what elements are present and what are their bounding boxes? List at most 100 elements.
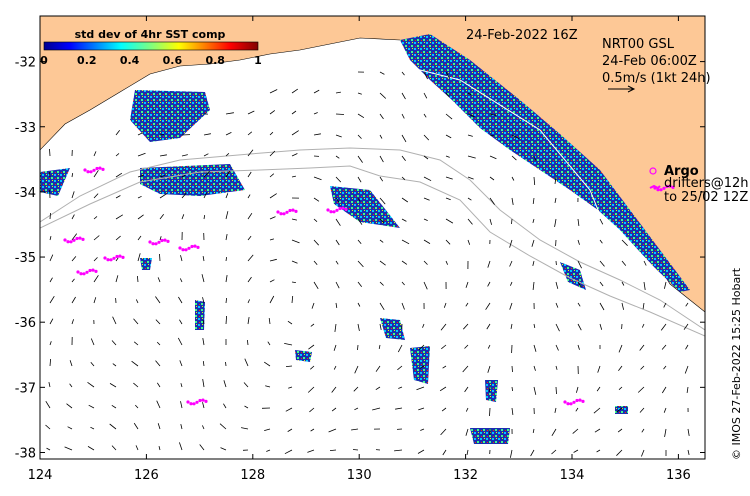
current-arrow bbox=[663, 302, 667, 308]
current-arrow bbox=[202, 297, 205, 304]
current-arrow bbox=[179, 278, 183, 283]
current-arrow bbox=[464, 386, 469, 393]
current-arrow bbox=[379, 92, 387, 99]
current-arrow bbox=[203, 170, 210, 178]
current-arrow bbox=[328, 428, 337, 433]
current-arrow bbox=[135, 445, 139, 451]
current-arrow bbox=[664, 281, 667, 289]
current-arrow bbox=[45, 400, 51, 409]
current-arrow bbox=[156, 400, 161, 409]
current-arrow bbox=[202, 320, 205, 325]
current-arrow bbox=[111, 404, 117, 409]
current-arrow bbox=[284, 343, 293, 346]
current-arrow bbox=[551, 449, 557, 455]
argo-label: Argo bbox=[664, 164, 699, 179]
current-arrow bbox=[333, 344, 337, 351]
current-arrow bbox=[378, 344, 381, 349]
current-arrow bbox=[180, 424, 183, 430]
current-arrow bbox=[423, 218, 428, 221]
colorbar-title: std dev of 4hr SST comp bbox=[75, 28, 226, 41]
drifter-point bbox=[184, 248, 188, 252]
current-arrow bbox=[489, 176, 495, 181]
drifter-point bbox=[115, 254, 119, 259]
current-arrow bbox=[664, 428, 667, 437]
drifter-point bbox=[157, 240, 161, 244]
current-arrow bbox=[241, 427, 249, 430]
current-arrow bbox=[594, 428, 601, 433]
drifter-point bbox=[335, 208, 339, 212]
current-arrow bbox=[313, 176, 322, 181]
drifter-tracks bbox=[63, 166, 675, 406]
current-arrow bbox=[485, 302, 491, 310]
current-arrow bbox=[181, 174, 186, 178]
current-arrow bbox=[423, 92, 428, 99]
drifter-point bbox=[344, 207, 348, 211]
current-arrow bbox=[199, 444, 205, 451]
drifter-point bbox=[294, 209, 298, 213]
current-arrow bbox=[577, 260, 582, 269]
current-arrow bbox=[395, 407, 403, 410]
current-arrow bbox=[379, 155, 384, 163]
x-tick-label: 128 bbox=[240, 468, 265, 483]
current-arrow bbox=[687, 449, 690, 455]
current-arrow bbox=[268, 318, 271, 325]
current-arrow bbox=[247, 235, 252, 241]
current-arrow bbox=[291, 218, 297, 221]
current-arrow bbox=[618, 386, 623, 390]
current-scale-arrow bbox=[608, 85, 636, 93]
current-arrow bbox=[69, 383, 73, 388]
current-arrow bbox=[353, 386, 359, 392]
current-arrow bbox=[441, 344, 447, 350]
drifter-point bbox=[94, 269, 98, 273]
current-arrow bbox=[354, 365, 359, 374]
current-arrow bbox=[532, 281, 535, 290]
current-arrow bbox=[511, 176, 515, 181]
current-arrow bbox=[203, 153, 209, 157]
current-arrow bbox=[310, 428, 315, 432]
current-arrow bbox=[181, 192, 187, 199]
current-arrow bbox=[291, 239, 300, 244]
current-arrow bbox=[225, 193, 229, 199]
drifter-point bbox=[83, 168, 87, 172]
current-arrow bbox=[71, 319, 74, 325]
current-arrow bbox=[313, 133, 321, 136]
drifter-point bbox=[163, 238, 167, 242]
current-arrow bbox=[335, 113, 345, 115]
current-arrow bbox=[137, 152, 146, 157]
x-tick-label: 132 bbox=[453, 468, 478, 483]
current-arrow bbox=[137, 235, 142, 241]
current-arrow bbox=[49, 171, 51, 178]
current-arrow bbox=[509, 239, 513, 248]
current-arrow bbox=[115, 153, 120, 157]
current-arrow bbox=[465, 407, 469, 412]
current-arrow bbox=[467, 92, 472, 96]
current-arrow bbox=[394, 449, 403, 452]
current-arrow bbox=[181, 214, 185, 220]
current-arrow bbox=[616, 407, 623, 413]
current-arrow bbox=[401, 134, 407, 143]
current-arrow bbox=[137, 174, 144, 178]
current-arrow bbox=[264, 428, 271, 431]
current-arrow bbox=[202, 425, 205, 430]
current-arrow bbox=[684, 365, 689, 374]
current-arrow bbox=[202, 361, 205, 367]
current-arrow bbox=[445, 260, 448, 265]
drifter-point bbox=[69, 240, 73, 244]
current-arrow bbox=[401, 239, 410, 245]
drifter-point bbox=[279, 212, 283, 216]
current-arrow bbox=[313, 112, 318, 115]
current-arrow bbox=[49, 295, 55, 304]
current-arrow bbox=[465, 428, 469, 436]
current-arrow bbox=[155, 319, 161, 325]
current-arrow bbox=[71, 173, 74, 178]
argo-symbol bbox=[649, 167, 657, 175]
drifter-point bbox=[192, 402, 196, 406]
current-arrow bbox=[357, 344, 359, 351]
drifter-point bbox=[338, 206, 342, 211]
current-arrow bbox=[575, 407, 579, 412]
current-arrow bbox=[48, 382, 51, 388]
current-arrow bbox=[641, 428, 645, 433]
current-arrow bbox=[203, 133, 211, 136]
drifter-point bbox=[86, 170, 90, 174]
map-frame bbox=[39, 15, 706, 460]
